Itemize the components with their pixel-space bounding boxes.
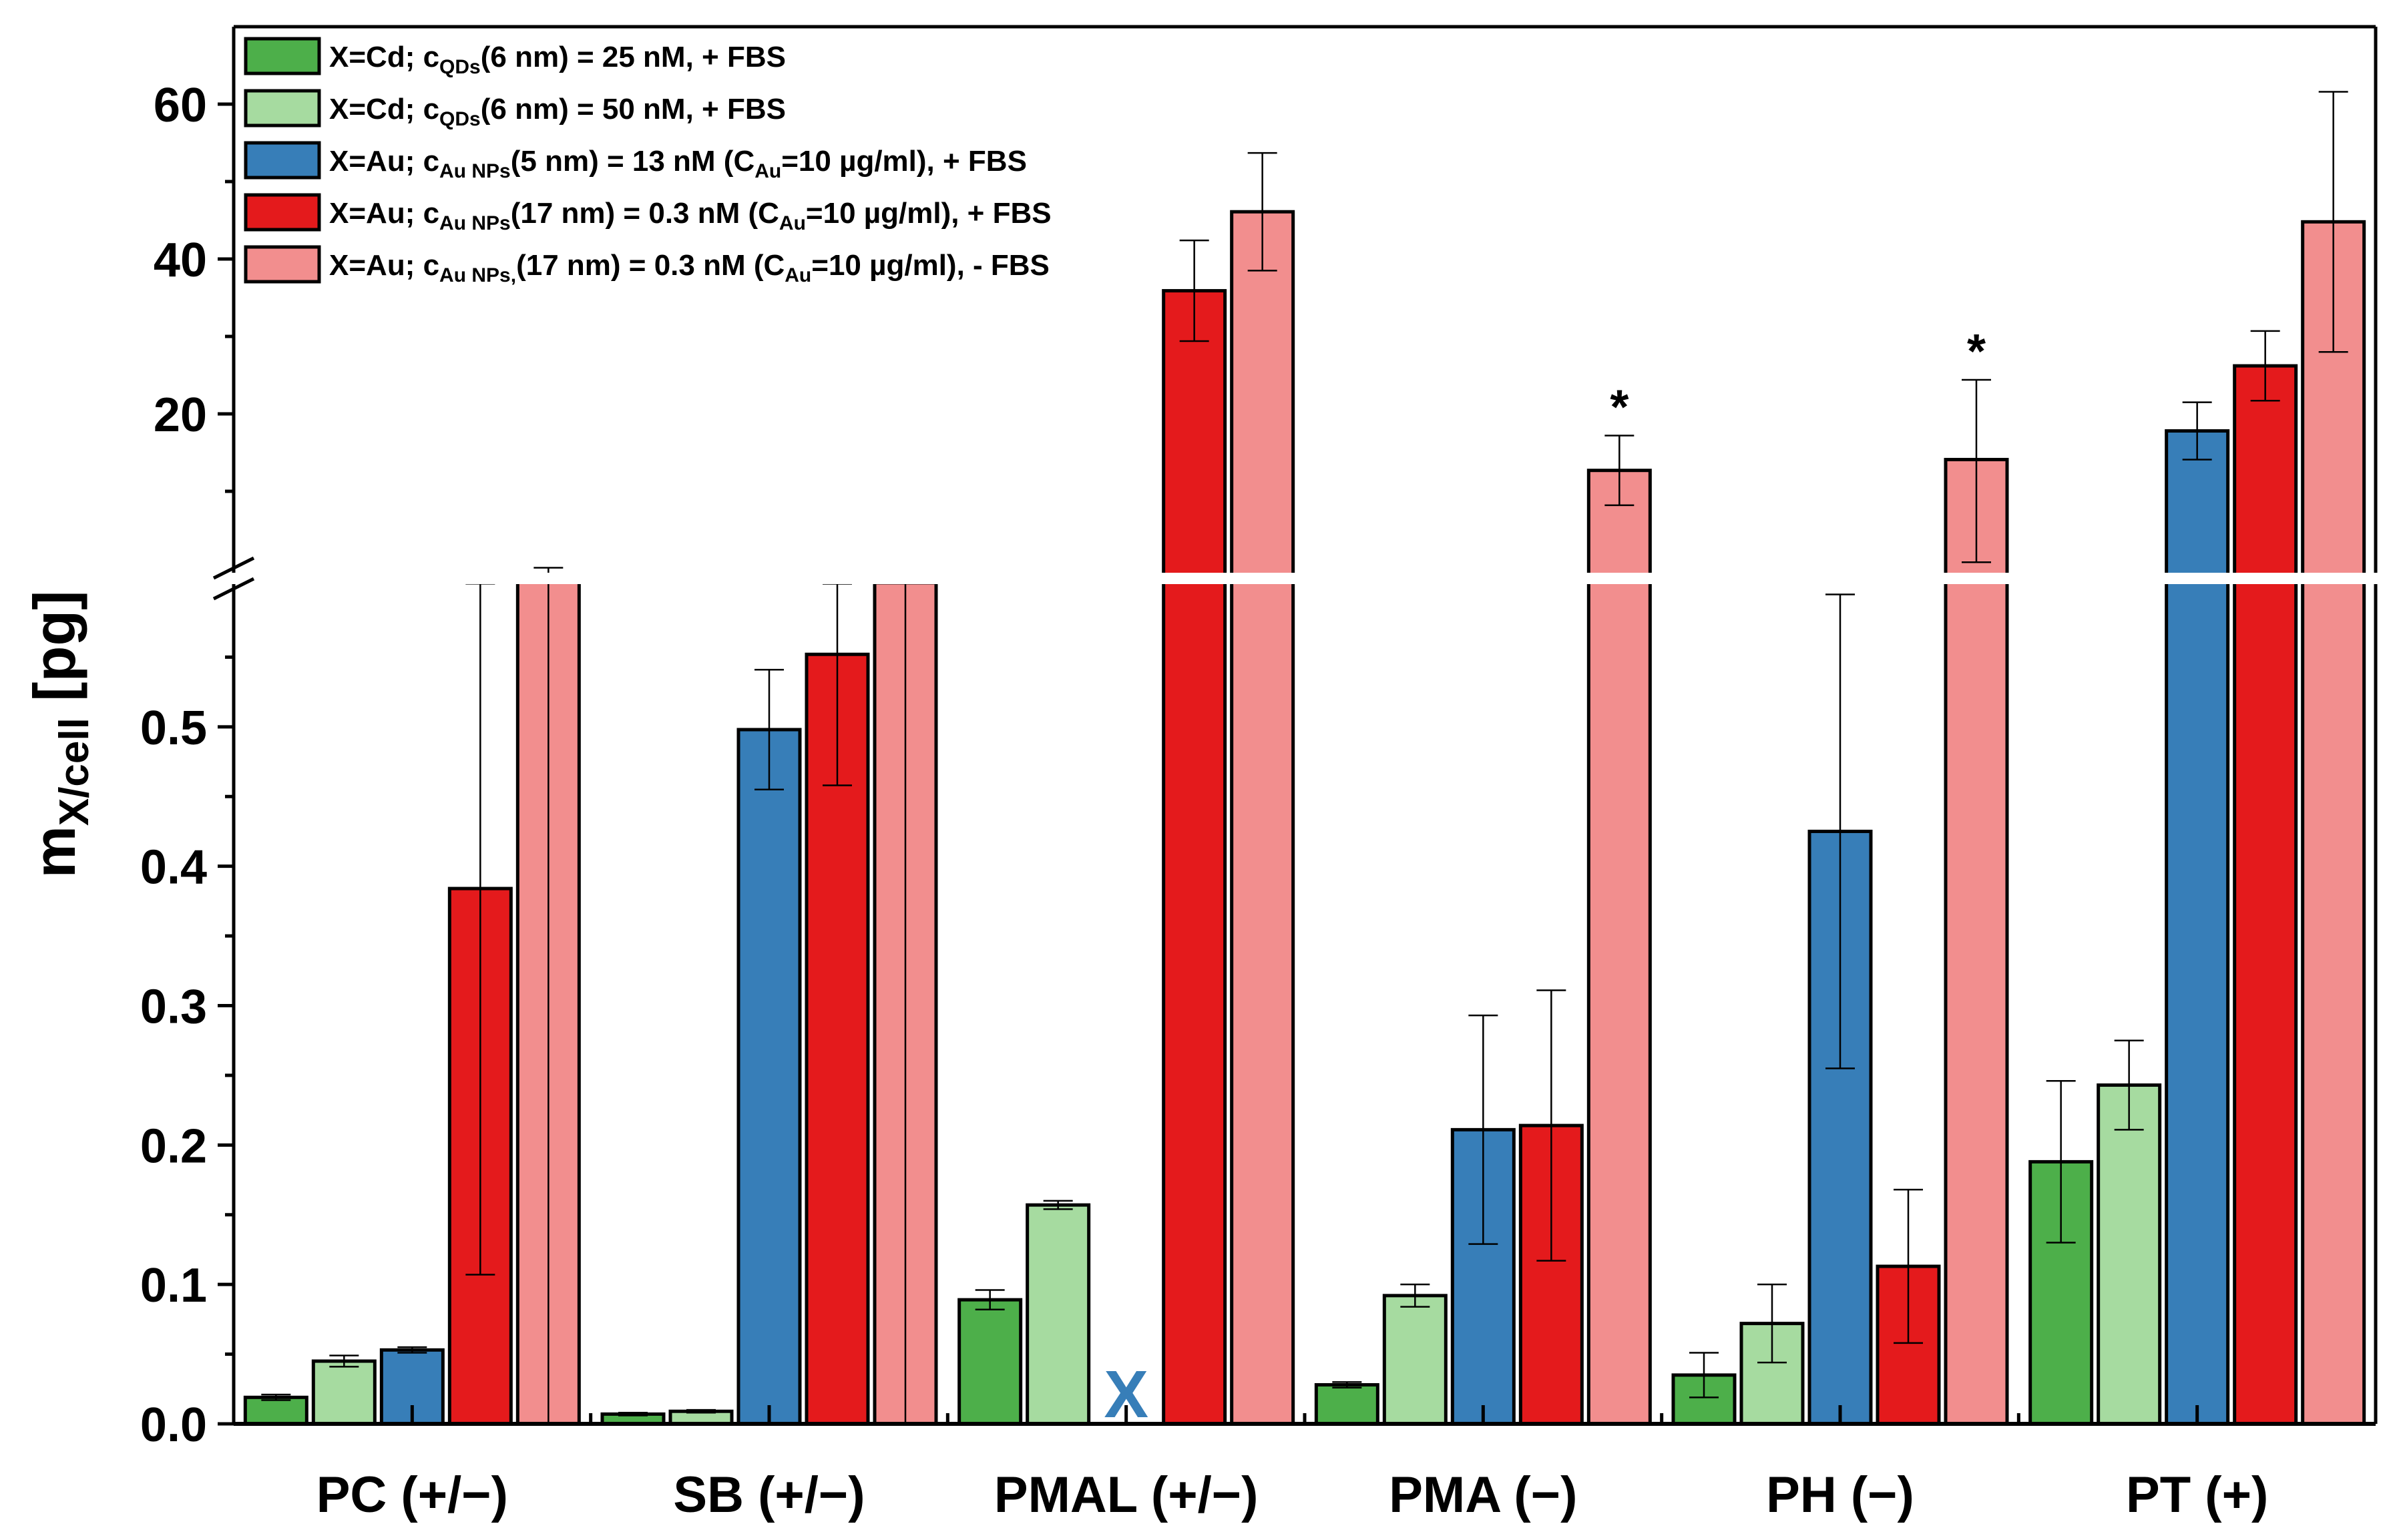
legend-label-part: X=Cd; c bbox=[329, 93, 439, 125]
bar bbox=[1944, 457, 2009, 1426]
y-axis-label-sub: X/cell bbox=[51, 718, 97, 826]
bar bbox=[2097, 1083, 2162, 1426]
x-tick-label: PMAL (+/−) bbox=[994, 1467, 1259, 1523]
legend-label-part: Au bbox=[779, 212, 806, 234]
legend-label-part: Au bbox=[754, 160, 781, 182]
legend-label-part: X=Au; c bbox=[329, 145, 439, 178]
legend-label-part: Au NPs bbox=[439, 160, 511, 182]
bar bbox=[1586, 469, 1652, 1426]
legend-swatch bbox=[244, 89, 321, 127]
legend-label-part: (6 nm) = 25 nM, + FBS bbox=[481, 41, 786, 73]
axis-break-mark bbox=[212, 556, 255, 580]
legend-label: X=Au; cAu NPs,(17 nm) = 0.3 nM (CAu=10 µ… bbox=[329, 249, 1050, 286]
legend-label-part: QDs bbox=[439, 56, 481, 78]
legend-swatch bbox=[244, 245, 321, 284]
legend-label: X=Au; cAu NPs(5 nm) = 13 nM (CAu=10 µg/m… bbox=[329, 145, 1027, 182]
y-tick-label: 0.3 bbox=[140, 981, 207, 1034]
axis-break-mark bbox=[212, 577, 255, 601]
y-axis-label-unit: [pg] bbox=[21, 591, 87, 718]
legend-label-part: (17 nm) = 0.3 nM (C bbox=[516, 249, 785, 282]
x-tick-label: PT (+) bbox=[2126, 1467, 2268, 1523]
legend-swatch bbox=[244, 141, 321, 180]
legend-label: X=Cd; cQDs(6 nm) = 50 nM, + FBS bbox=[329, 93, 786, 130]
legend-label-part: X=Cd; c bbox=[329, 41, 439, 73]
legend-label-part: X=Au; c bbox=[329, 249, 439, 282]
x-tick-label: PMA (−) bbox=[1389, 1467, 1577, 1523]
bar bbox=[1026, 1203, 1091, 1426]
bar bbox=[1230, 210, 1295, 1426]
y-axis-label-main: m bbox=[21, 826, 87, 878]
legend-label-part: Au NPs bbox=[439, 212, 511, 234]
y-tick-label: 60 bbox=[154, 79, 207, 132]
legend-swatch bbox=[244, 193, 321, 232]
y-tick-label: 0.5 bbox=[140, 702, 207, 755]
legend-label-part: =10 µg/ml), + FBS bbox=[781, 145, 1027, 178]
legend-label-part: (5 nm) = 13 nM (C bbox=[511, 145, 755, 178]
bar bbox=[1314, 1383, 1379, 1426]
legend-label-part: =10 µg/ml), + FBS bbox=[806, 197, 1052, 230]
legend-label-part: Au NPs, bbox=[439, 264, 516, 286]
bar bbox=[957, 1298, 1023, 1426]
x-tick-label: PC (+/−) bbox=[316, 1467, 508, 1523]
legend-label-part: =10 µg/ml), - FBS bbox=[811, 249, 1050, 282]
legend-label-part: X=Au; c bbox=[329, 197, 439, 230]
bar bbox=[2301, 220, 2366, 1426]
legend-label-part: QDs bbox=[439, 108, 481, 130]
x-tick-label: SB (+/−) bbox=[673, 1467, 865, 1523]
y-tick-label: 0.4 bbox=[140, 841, 207, 894]
legend-label-part: (17 nm) = 0.3 nM (C bbox=[511, 197, 779, 230]
bar bbox=[311, 1359, 377, 1426]
legend-label: X=Cd; cQDs(6 nm) = 25 nM, + FBS bbox=[329, 41, 786, 78]
x-tick-label: PH (−) bbox=[1766, 1467, 1914, 1523]
significance-marker: * bbox=[1967, 325, 1986, 378]
legend-swatch bbox=[244, 37, 321, 75]
y-tick-label: 0.0 bbox=[140, 1398, 207, 1452]
y-axis-label: mX/cell [pg] bbox=[21, 591, 97, 878]
legend-label-part: Au bbox=[785, 264, 811, 286]
legend-label: X=Au; cAu NPs(17 nm) = 0.3 nM (CAu=10 µg… bbox=[329, 197, 1052, 234]
legend-label-part: (6 nm) = 50 nM, + FBS bbox=[481, 93, 786, 125]
y-tick-label: 0.1 bbox=[140, 1259, 207, 1312]
bar bbox=[1382, 1294, 1448, 1426]
bar bbox=[1162, 289, 1227, 1426]
y-tick-label: 20 bbox=[154, 389, 207, 442]
y-tick-label: 0.2 bbox=[140, 1119, 207, 1173]
significance-marker: * bbox=[1610, 380, 1628, 434]
bar bbox=[243, 1395, 308, 1426]
bar bbox=[736, 728, 802, 1426]
bar bbox=[2233, 364, 2298, 1426]
y-tick-label: 40 bbox=[154, 234, 207, 287]
axis-break-band bbox=[232, 573, 2378, 584]
